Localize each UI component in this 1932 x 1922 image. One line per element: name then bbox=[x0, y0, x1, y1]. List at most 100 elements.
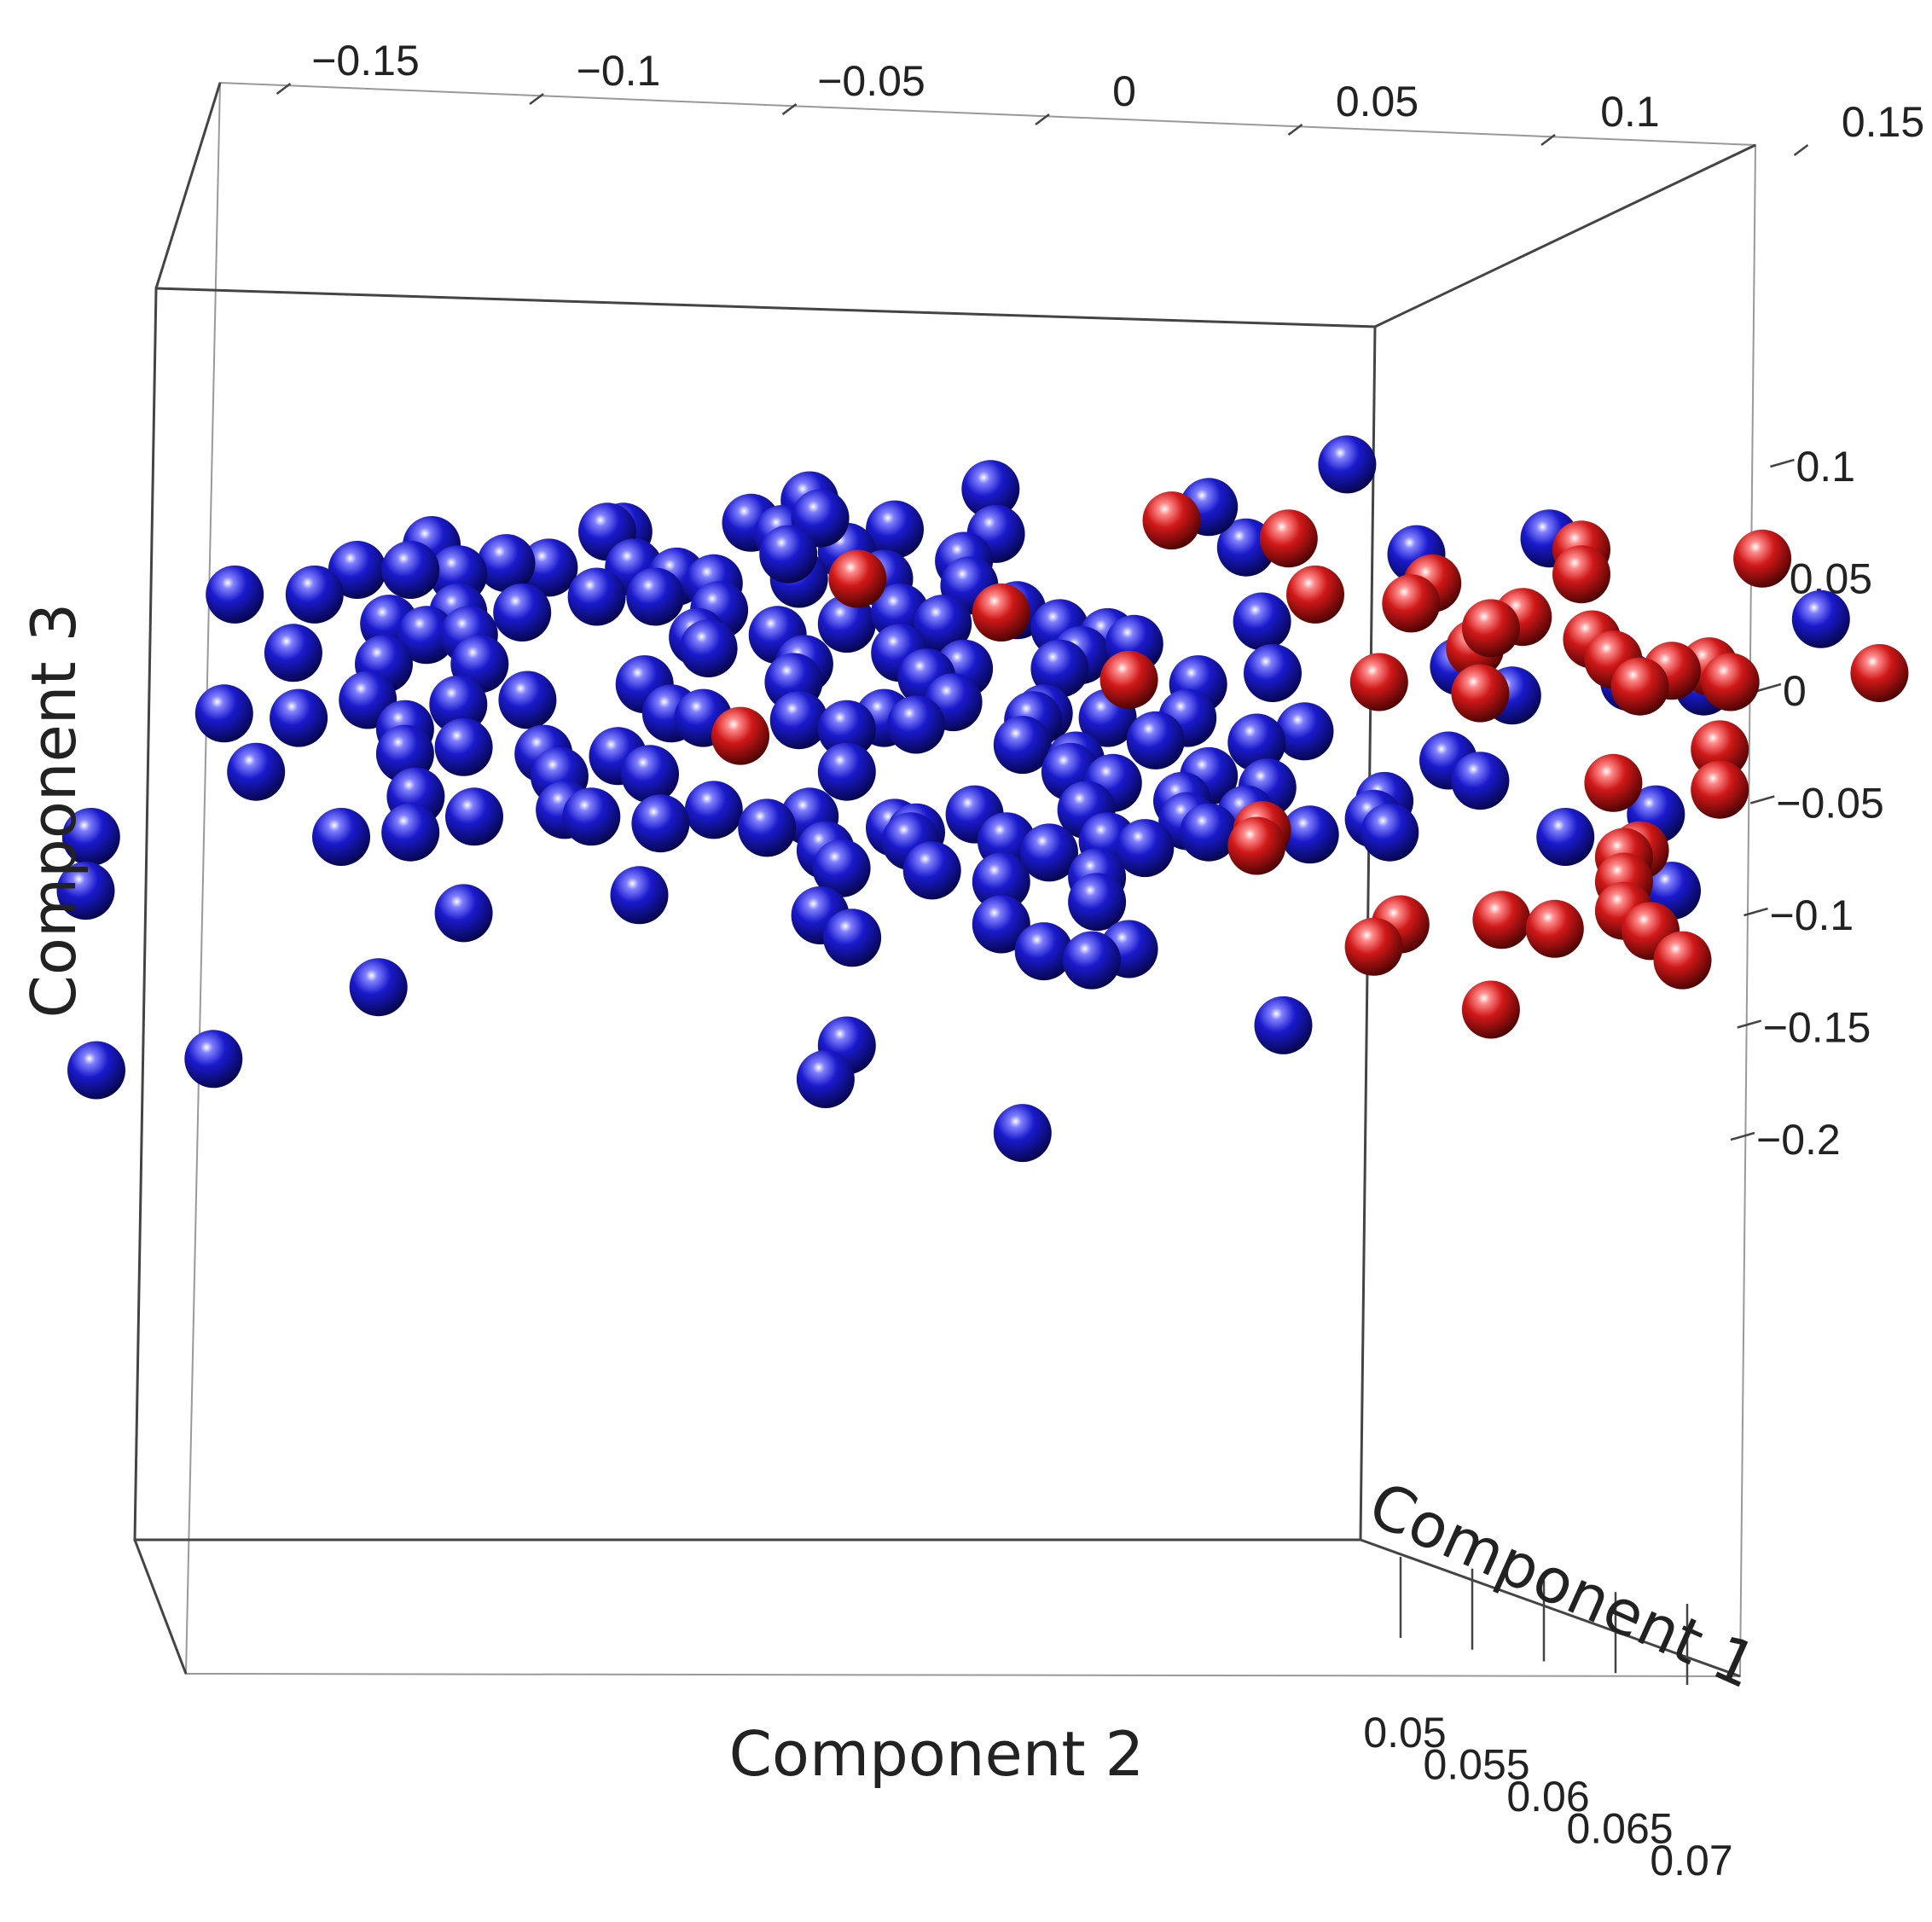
data-point-group-a bbox=[961, 460, 1020, 519]
y-tick-label: −0.15 bbox=[1763, 1004, 1871, 1052]
data-point-group-a bbox=[206, 565, 264, 624]
z-tick-label: 0.06 bbox=[1506, 1773, 1589, 1820]
data-point-group-a bbox=[312, 808, 370, 866]
data-point-group-a bbox=[817, 742, 876, 801]
y-tick-mark bbox=[1749, 795, 1775, 804]
data-point-group-a bbox=[610, 866, 669, 925]
data-point-group-a bbox=[1062, 931, 1121, 990]
data-point-group-b bbox=[1525, 899, 1584, 958]
frame-edge-bottom-right bbox=[1360, 1538, 1741, 1678]
data-point-group-b bbox=[1286, 565, 1344, 624]
data-point-group-a bbox=[67, 1041, 125, 1100]
data-point-group-b bbox=[711, 706, 769, 765]
x-tick-label: 0.1 bbox=[1600, 88, 1660, 136]
x-tick-label: −0.1 bbox=[577, 47, 661, 95]
x-tick-mark bbox=[781, 103, 798, 115]
data-point-group-a bbox=[887, 695, 945, 754]
data-point-group-a bbox=[381, 541, 440, 599]
data-point-group-b bbox=[1701, 653, 1760, 711]
data-point-group-a bbox=[738, 798, 797, 857]
x-tick-label: −0.15 bbox=[311, 37, 420, 84]
data-point-group-b bbox=[972, 584, 1030, 642]
data-point-group-a bbox=[796, 1050, 855, 1108]
data-point-group-a bbox=[397, 606, 455, 665]
data-point-group-a bbox=[1361, 803, 1419, 862]
x-tick-mark bbox=[276, 83, 292, 95]
data-point-group-b bbox=[1691, 760, 1749, 819]
z-axis-title: Component 1 bbox=[1359, 1468, 1767, 1703]
x-tick-mark bbox=[1287, 124, 1303, 136]
data-point-group-a bbox=[993, 1104, 1052, 1163]
frame-edge-top-left bbox=[154, 82, 222, 289]
data-point-group-a bbox=[493, 584, 552, 642]
z-tick-label: 0.07 bbox=[1650, 1837, 1732, 1884]
data-point-group-a bbox=[1014, 922, 1073, 981]
data-point-group-a bbox=[1020, 823, 1078, 882]
y-tick-mark bbox=[1770, 458, 1795, 468]
frame-front-face bbox=[133, 287, 1377, 1542]
y-tick-label: 0 bbox=[1783, 667, 1807, 715]
data-point-group-a bbox=[866, 500, 924, 559]
data-point-group-a bbox=[1068, 873, 1127, 932]
data-point-group-b bbox=[1850, 644, 1909, 702]
data-point-group-a bbox=[562, 787, 621, 846]
x-tick-label: 0 bbox=[1112, 67, 1136, 115]
data-point-group-b bbox=[1451, 664, 1510, 723]
data-point-group-a bbox=[1280, 805, 1339, 864]
data-point-group-a bbox=[194, 684, 253, 743]
data-point-group-a bbox=[434, 717, 493, 776]
data-point-group-a bbox=[1536, 808, 1595, 866]
data-point-group-a bbox=[567, 567, 626, 626]
data-point-group-b bbox=[1344, 917, 1403, 976]
data-point-group-a bbox=[445, 787, 503, 846]
data-point-group-b bbox=[1461, 980, 1520, 1039]
data-point-group-b bbox=[1349, 653, 1408, 711]
data-point-group-a bbox=[1254, 996, 1313, 1054]
frame-edge-top-right bbox=[1374, 143, 1756, 328]
data-point-group-a bbox=[61, 808, 120, 866]
y-tick-label: −0.05 bbox=[1776, 780, 1884, 827]
box-frame bbox=[133, 81, 1757, 1678]
data-point-group-b bbox=[1382, 574, 1441, 633]
data-point-group-a bbox=[759, 525, 818, 584]
data-point-group-a bbox=[381, 803, 440, 862]
data-point-group-a bbox=[1233, 592, 1291, 651]
frame-back-face bbox=[184, 81, 1757, 1678]
data-point-group-b bbox=[1691, 720, 1749, 779]
data-point-group-a bbox=[519, 538, 578, 597]
x-tick-mark bbox=[1035, 113, 1050, 125]
data-point-group-b bbox=[1552, 545, 1610, 604]
y-tick-mark bbox=[1743, 907, 1768, 917]
z-tick-label: 0.055 bbox=[1423, 1741, 1529, 1789]
z-tick-label: 0.05 bbox=[1363, 1709, 1446, 1757]
y-tick-label: −0.2 bbox=[1756, 1116, 1841, 1164]
data-point-group-b bbox=[1733, 529, 1792, 588]
data-point-group-b bbox=[1472, 891, 1531, 949]
data-point-group-a bbox=[1030, 639, 1089, 698]
data-point-group-a bbox=[626, 567, 685, 626]
data-point-group-a bbox=[1318, 435, 1377, 494]
data-point-group-a bbox=[823, 909, 882, 967]
data-point-group-a bbox=[902, 841, 961, 900]
data-point-group-a bbox=[477, 534, 536, 593]
y-tick-label: −0.1 bbox=[1770, 891, 1854, 939]
data-point-group-b bbox=[1142, 491, 1201, 550]
data-point-group-a bbox=[621, 745, 679, 804]
y-tick-label: 0.1 bbox=[1796, 443, 1856, 491]
data-point-group-a bbox=[972, 895, 1030, 954]
data-point-group-a bbox=[684, 781, 743, 839]
data-point-group-a bbox=[914, 595, 972, 653]
x-tick-label: −0.05 bbox=[817, 57, 925, 105]
axis-ticks: −0.15 −0.1 −0.05 0 0.05 0.1 0.15 0.1 0.05 0 −0.05 −… bbox=[276, 37, 1924, 1884]
data-point-group-b bbox=[1461, 599, 1520, 658]
data-point-group-a bbox=[993, 716, 1052, 775]
data-point-group-b bbox=[1099, 650, 1158, 709]
y-tick-mark bbox=[1730, 1131, 1755, 1141]
data-point-group-a bbox=[429, 675, 488, 734]
x-tick-mark bbox=[529, 93, 544, 105]
data-point-group-b bbox=[1259, 509, 1318, 568]
data-point-group-a bbox=[498, 671, 557, 729]
data-point-group-a bbox=[264, 624, 322, 682]
data-point-group-a bbox=[285, 565, 344, 624]
